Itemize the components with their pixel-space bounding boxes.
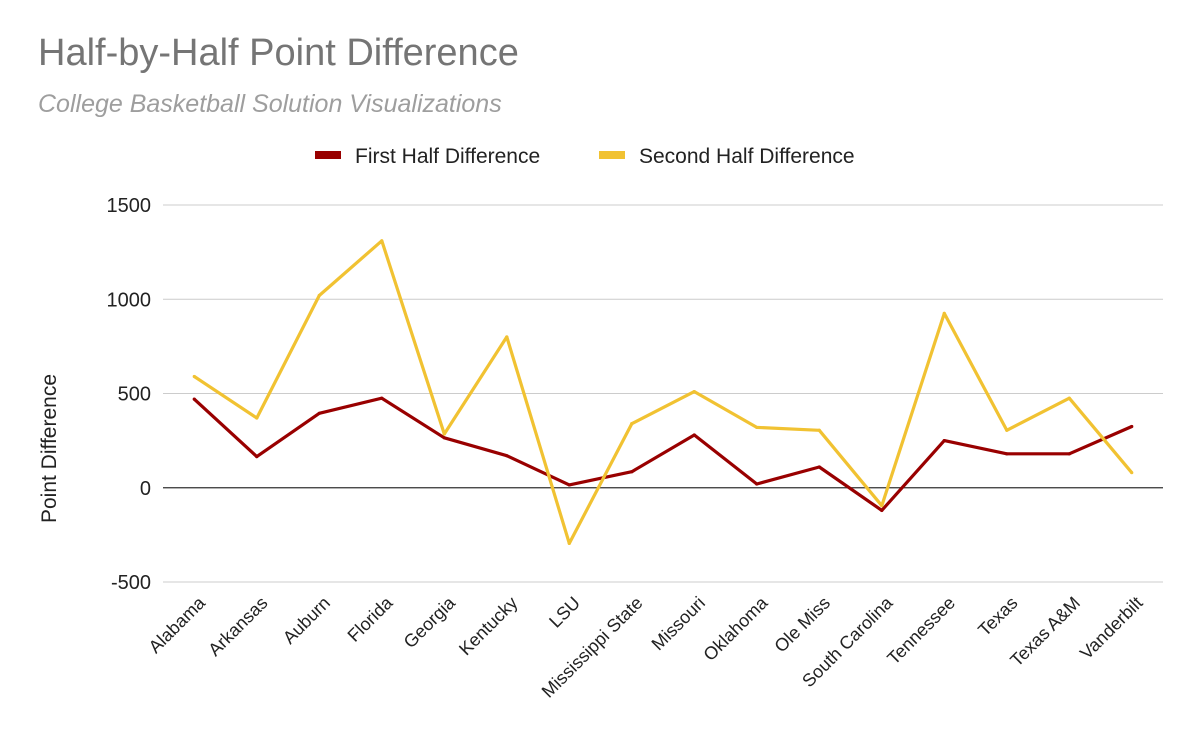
x-tick-label: Vanderbilt bbox=[1076, 593, 1147, 664]
x-tick-label: Arkansas bbox=[204, 593, 271, 660]
data-point bbox=[817, 465, 821, 469]
data-point bbox=[505, 454, 509, 458]
data-point bbox=[880, 504, 884, 508]
x-tick-label: Florida bbox=[344, 592, 398, 646]
data-point bbox=[442, 432, 446, 436]
data-point bbox=[1067, 452, 1071, 456]
series-line-2 bbox=[193, 239, 1134, 546]
y-tick-label: -500 bbox=[111, 572, 151, 594]
data-point bbox=[1130, 424, 1134, 429]
data-point bbox=[1067, 396, 1071, 400]
data-point bbox=[880, 508, 884, 512]
data-point bbox=[255, 416, 259, 420]
data-point bbox=[630, 422, 634, 426]
x-tick-label: Oklahoma bbox=[699, 592, 772, 665]
x-tick-label: Ole Miss bbox=[770, 593, 834, 657]
data-point bbox=[192, 374, 196, 379]
x-tick-label: Alabama bbox=[145, 592, 210, 657]
y-tick-label: 1500 bbox=[107, 195, 152, 217]
legend-swatch bbox=[315, 151, 341, 159]
data-point bbox=[192, 397, 196, 401]
chart-title: Half-by-Half Point Difference bbox=[38, 32, 519, 74]
legend-label: Second Half Difference bbox=[639, 145, 855, 168]
x-tick-label: Auburn bbox=[279, 593, 334, 648]
data-point bbox=[692, 433, 696, 437]
x-tick-label: Kentucky bbox=[455, 593, 522, 660]
data-point bbox=[942, 311, 946, 315]
y-axis-label: Point Difference bbox=[38, 374, 61, 523]
chart-subtitle: College Basketball Solution Visualizatio… bbox=[38, 90, 502, 118]
data-point bbox=[317, 293, 321, 298]
x-tick-label: Georgia bbox=[400, 592, 460, 652]
x-tick-label: Texas bbox=[974, 593, 1021, 640]
data-point bbox=[1005, 452, 1009, 456]
data-point bbox=[505, 335, 509, 339]
data-point bbox=[1005, 428, 1009, 432]
x-tick-label: Tennessee bbox=[883, 593, 959, 669]
x-tick-label: LSU bbox=[545, 593, 584, 632]
y-tick-label: 0 bbox=[140, 478, 151, 500]
data-point bbox=[567, 483, 571, 487]
legend-swatch bbox=[599, 151, 625, 159]
data-point bbox=[317, 411, 321, 415]
data-point bbox=[755, 482, 759, 486]
data-point bbox=[1130, 471, 1134, 475]
data-point bbox=[380, 396, 384, 400]
data-point bbox=[755, 425, 759, 430]
data-point bbox=[692, 390, 696, 394]
legend-label: First Half Difference bbox=[355, 145, 540, 168]
series-line-1 bbox=[193, 396, 1133, 512]
data-point bbox=[817, 428, 821, 432]
y-tick-label: 500 bbox=[118, 384, 151, 406]
y-tick-label: 1000 bbox=[107, 289, 152, 311]
data-point bbox=[380, 239, 384, 243]
x-tick-label: Missouri bbox=[648, 593, 710, 655]
data-point bbox=[567, 541, 571, 545]
data-point bbox=[942, 439, 946, 443]
data-point bbox=[630, 470, 634, 474]
data-point bbox=[442, 436, 446, 440]
data-point bbox=[255, 455, 259, 459]
